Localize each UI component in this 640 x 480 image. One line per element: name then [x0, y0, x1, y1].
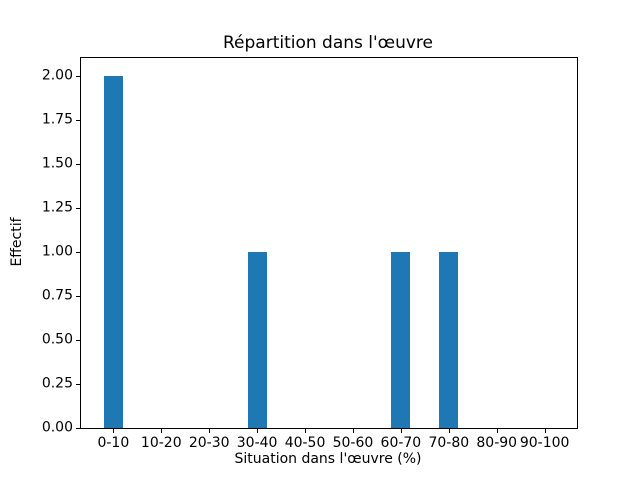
x-tick-mark [257, 429, 259, 433]
y-axis-label: Effectif [9, 217, 25, 267]
bar-60-70 [391, 251, 411, 428]
y-tick-mark [76, 339, 80, 341]
x-tick-mark [352, 429, 354, 433]
x-tick-mark [305, 429, 307, 433]
y-tick-label: 0.25 [41, 375, 73, 392]
bar-30-40 [247, 251, 267, 428]
y-tick-mark [76, 251, 80, 253]
y-tick-mark [76, 163, 80, 165]
x-tick-mark [544, 429, 546, 433]
y-tick-mark [76, 383, 80, 385]
y-tick-label: 0.00 [41, 419, 73, 436]
bar-0-10 [103, 75, 123, 428]
y-tick-mark [76, 75, 80, 77]
x-tick-mark [448, 429, 450, 433]
y-tick-label: 2.00 [41, 67, 73, 84]
y-tick-label: 0.75 [41, 287, 73, 304]
plot-area: 0-10 10-20 20-30 30-40 40-50 50-60 60-70 70-80 8… [42, 57, 578, 451]
x-tick-mark [400, 429, 402, 433]
y-tick-label: 1.75 [41, 111, 73, 128]
x-tick-label: 60-70 [380, 435, 422, 451]
y-tick-label: 1.00 [41, 243, 73, 260]
x-tick-mark [161, 429, 163, 433]
x-tick-label: 20-30 [188, 435, 230, 451]
x-tick-mark [209, 429, 211, 433]
y-tick-mark [76, 428, 80, 429]
y-tick-label: 1.25 [41, 199, 73, 216]
y-tick-mark [76, 119, 80, 121]
x-tick-label: 30-40 [236, 435, 278, 451]
x-tick-label: 40-50 [284, 435, 326, 451]
y-tick-mark [76, 295, 80, 297]
y-tick-label: 1.50 [41, 155, 73, 172]
x-tick-mark [496, 429, 498, 433]
bar-70-80 [439, 251, 459, 428]
x-tick-label: 10-20 [140, 435, 182, 451]
y-tick-mark [76, 207, 80, 209]
x-tick-label: 80-90 [476, 435, 518, 451]
x-tick-label: 0-10 [97, 435, 130, 451]
x-tick-label: 70-80 [428, 435, 470, 451]
chart-title: Répartition dans l'œuvre [222, 33, 433, 53]
x-tick-mark [113, 429, 115, 433]
x-tick-label: 50-60 [332, 435, 374, 451]
y-tick-label: 0.50 [41, 331, 73, 348]
x-axis-label: Situation dans l'œuvre (%) [234, 451, 422, 467]
x-tick-label: 90-100 [519, 435, 570, 451]
